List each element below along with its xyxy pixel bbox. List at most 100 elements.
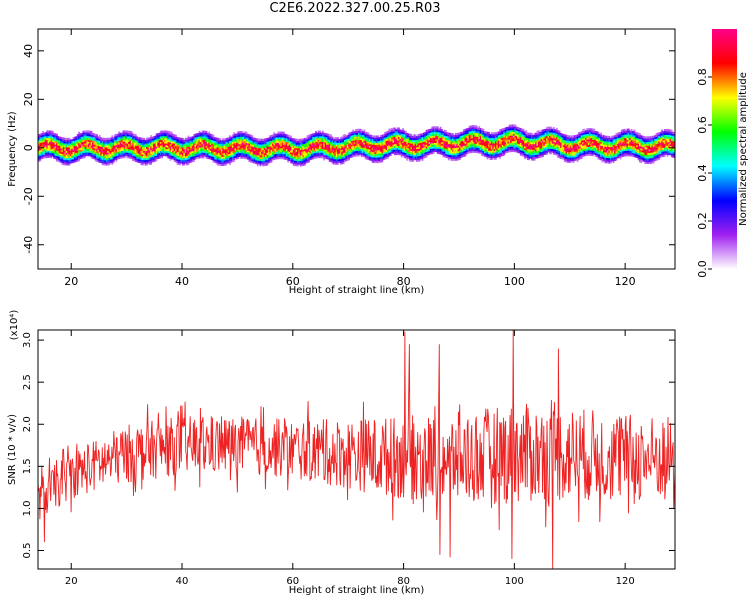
heatmap-cell xyxy=(280,147,283,151)
heatmap-cell xyxy=(133,159,136,162)
heatmap-cell xyxy=(123,143,126,146)
heatmap-cell xyxy=(130,140,133,143)
heatmap-cell xyxy=(46,139,49,142)
heatmap-cell xyxy=(355,145,357,148)
heatmap-cell xyxy=(360,129,363,132)
heatmap-cell xyxy=(331,142,334,145)
heatmap-cell xyxy=(80,149,83,152)
heatmap-cell xyxy=(146,157,148,160)
heatmap-cell xyxy=(259,149,262,152)
heatmap-cell xyxy=(133,148,136,151)
heatmap-cell xyxy=(317,141,320,144)
heatmap-cell xyxy=(461,138,464,141)
heatmap-cell xyxy=(64,148,67,151)
heatmap-cell xyxy=(470,125,472,128)
heatmap-cell xyxy=(90,130,93,134)
heatmap-cell xyxy=(57,143,60,146)
heatmap-cell xyxy=(421,156,424,159)
heatmap-cell xyxy=(284,152,287,155)
heatmap-cell xyxy=(222,143,224,146)
heatmap-cell xyxy=(366,137,368,140)
heatmap-cell xyxy=(170,133,173,136)
heatmap-cell xyxy=(459,136,461,139)
heatmap-cell xyxy=(224,138,227,141)
heatmap-cell xyxy=(503,147,506,151)
heatmap-cell xyxy=(396,132,399,136)
heatmap-cell xyxy=(97,143,100,146)
heatmap-cell xyxy=(308,136,310,139)
heatmap-cell xyxy=(508,150,511,153)
heatmap-cell xyxy=(65,141,68,144)
heatmap-cell xyxy=(241,151,244,154)
heatmap-cell xyxy=(374,144,377,147)
heatmap-cell xyxy=(85,139,87,142)
heatmap-cell xyxy=(338,155,341,158)
heatmap-cell xyxy=(431,130,434,133)
heatmap-cell xyxy=(510,124,512,127)
heatmap-cell xyxy=(166,145,169,148)
heatmap-cell xyxy=(378,138,381,142)
heatmap-cell xyxy=(456,140,458,143)
heatmap-cell xyxy=(452,149,454,152)
heatmap-cell xyxy=(485,145,488,149)
heatmap-cell xyxy=(310,152,313,155)
heatmap-cell xyxy=(220,158,223,161)
heatmap-cell xyxy=(233,145,236,148)
heatmap-cell xyxy=(425,153,428,156)
heatmap-cell xyxy=(67,141,69,144)
heatmap-cell xyxy=(339,136,342,140)
heatmap-cell xyxy=(362,152,364,156)
heatmap-cell xyxy=(464,134,467,137)
heatmap-cell xyxy=(367,145,370,148)
heatmap-cell xyxy=(450,151,453,154)
heatmap-cell xyxy=(172,139,175,142)
heatmap-cell xyxy=(380,138,382,141)
heatmap-cell xyxy=(255,158,258,161)
heatmap-cell xyxy=(310,146,313,149)
heatmap-cell xyxy=(305,154,308,157)
heatmap-cell xyxy=(299,144,302,147)
heatmap-cell xyxy=(115,155,118,158)
heatmap-cell xyxy=(86,146,89,149)
heatmap-cell xyxy=(399,129,402,132)
heatmap-cell xyxy=(281,157,284,160)
heatmap-cell xyxy=(301,149,303,152)
heatmap-cell xyxy=(436,139,439,142)
heatmap-cell xyxy=(177,139,180,142)
heatmap-cell xyxy=(202,156,205,159)
heatmap-cell xyxy=(44,152,47,155)
heatmap-cell xyxy=(309,145,312,148)
heatmap-cell xyxy=(510,137,512,140)
heatmap-cell xyxy=(238,138,241,141)
heatmap-cell xyxy=(236,138,238,141)
heatmap-cell xyxy=(216,150,219,153)
heatmap-cell xyxy=(298,151,301,154)
heatmap-cell xyxy=(506,132,508,135)
heatmap-cell xyxy=(238,143,241,146)
heatmap-cell xyxy=(274,142,277,146)
heatmap-cell xyxy=(363,151,366,154)
heatmap-cell xyxy=(501,128,504,131)
heatmap-cell xyxy=(321,152,324,155)
heatmap-cell xyxy=(381,136,384,139)
heatmap-cell xyxy=(309,147,312,150)
heatmap-cell xyxy=(234,148,237,151)
heatmap-cell xyxy=(108,148,111,151)
heatmap-cell xyxy=(188,158,191,162)
heatmap-cell xyxy=(428,147,431,150)
heatmap-cell xyxy=(398,140,400,143)
heatmap-cell xyxy=(198,156,201,159)
heatmap-cell xyxy=(211,157,213,161)
heatmap-cell xyxy=(51,141,54,144)
heatmap-cell xyxy=(247,135,249,138)
heatmap-cell xyxy=(299,157,302,160)
heatmap-cell xyxy=(114,147,116,150)
heatmap-cell xyxy=(435,135,438,138)
heatmap-cell xyxy=(116,157,119,160)
heatmap-cell xyxy=(154,159,157,162)
heatmap-cell xyxy=(454,144,457,147)
heatmap-cell xyxy=(166,141,169,144)
heatmap-cell xyxy=(464,145,467,148)
heatmap-cell xyxy=(475,145,478,148)
heatmap-cell xyxy=(367,143,370,146)
